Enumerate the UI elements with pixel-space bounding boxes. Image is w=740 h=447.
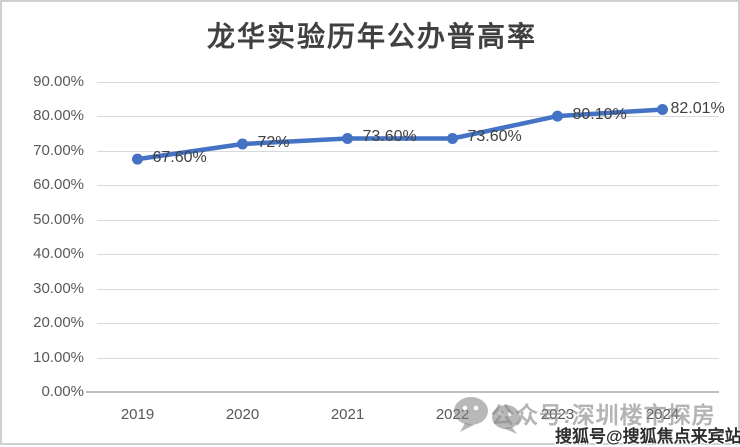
y-axis-tick-label: 0.00% (41, 383, 84, 400)
data-point-label: 67.60% (152, 149, 207, 167)
y-axis-tick-label: 30.00% (33, 279, 84, 297)
gridline (97, 185, 719, 187)
data-point-marker (132, 153, 143, 165)
gridline (97, 219, 719, 221)
x-axis-tick-label: 2024 (645, 406, 680, 423)
data-point-label: 73.60% (467, 128, 522, 146)
wechat-watermark-text: 公众号:深圳楼市探房 (491, 402, 716, 428)
x-axis-tick-label: 2023 (540, 406, 575, 423)
gridline (97, 357, 719, 359)
y-axis-tick-label: 60.00% (33, 176, 84, 194)
x-axis-tick-label: 2019 (120, 406, 155, 423)
wechat-chat-bubbles-icon (454, 397, 520, 434)
gridline (97, 288, 719, 290)
x-axis-line (86, 391, 719, 393)
y-axis-tick-label: 80.00% (33, 107, 84, 125)
sohu-watermark-text: 搜狐号@搜狐焦点来宾站 (555, 427, 740, 446)
data-point-label: 72% (257, 134, 290, 151)
y-axis-tick-label: 20.00% (33, 314, 84, 332)
y-axis-tick-label: 90.00% (33, 73, 84, 90)
y-axis-tick-label: 40.00% (33, 245, 84, 263)
data-point-label: 73.60% (362, 128, 417, 146)
gridline (97, 82, 719, 83)
data-point-marker (657, 104, 668, 116)
data-point-marker (237, 138, 248, 150)
y-axis-tick-label: 50.00% (33, 210, 84, 228)
chart-title: 龙华实验历年公办普高率 (206, 20, 537, 53)
x-axis-tick-label: 2021 (330, 406, 365, 423)
data-point-label: 82.01% (670, 99, 725, 117)
x-axis-tick-label: 2020 (225, 406, 260, 423)
data-point-marker (447, 132, 458, 144)
data-point-label: 80.10% (572, 106, 627, 124)
y-axis-tick-label: 10.00% (33, 348, 84, 366)
gridline (97, 254, 719, 256)
gridline (97, 323, 719, 325)
data-point-marker (342, 132, 353, 144)
y-axis-tick-label: 70.00% (33, 141, 84, 159)
